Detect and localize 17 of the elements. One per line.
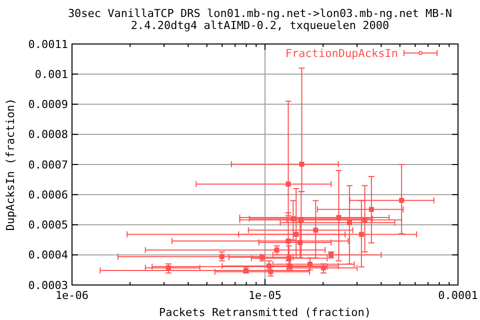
x-tick-label: 1e-06 [55,289,89,302]
y-axis-title: DupAcksIn (fraction) [4,98,17,231]
text: FractionDupAcksIn [285,46,398,60]
x-tick-label: 1e-05 [248,289,282,302]
y-tick-label: 0.0005 [28,218,68,232]
y-tick-label: 0.0009 [28,98,68,112]
y-tick-label: 0.0004 [28,248,68,262]
y-tick-label: 0.001 [34,68,68,81]
y-tick-label: 0.0007 [28,158,68,172]
y-tick-label: 0.0006 [28,188,68,202]
x-tick-label: 0.0001 [438,289,478,302]
chart-title: 30sec VanillaTCP DRS lon01.mb-ng.net->lon03.mb-ng.net MB-N [68,7,452,20]
x-axis-title: Packets Retransmitted (fraction) [159,306,371,319]
y-tick-label: 0.0011 [28,38,68,51]
y-tick-label: 0.0003 [28,278,68,292]
chart-subtitle: 2.4.20dtg4 altAIMD-0.2, txqueuelen 2000 [130,19,390,32]
y-tick-label: 0.0008 [28,128,68,142]
